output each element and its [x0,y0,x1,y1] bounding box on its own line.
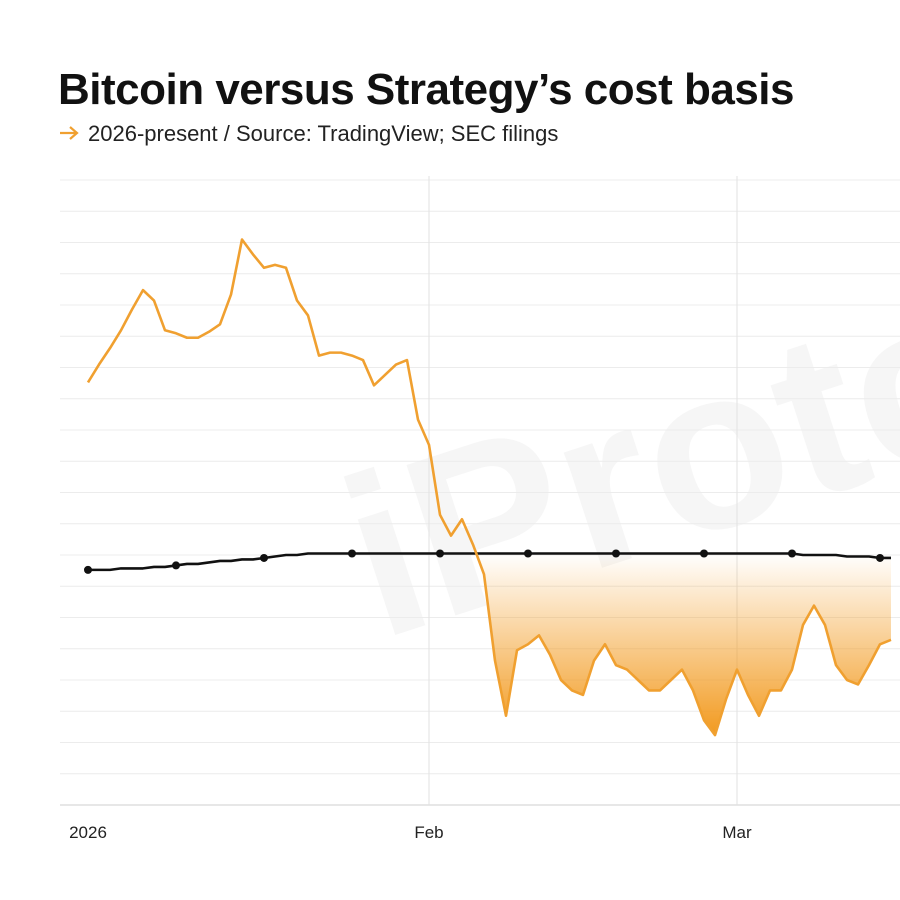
cost-basis-marker [260,553,268,562]
cost-basis-marker [524,549,532,558]
cost-basis-marker [612,549,620,558]
cost-basis-marker [876,553,884,562]
cost-basis-marker [700,549,708,558]
cost-basis-marker [172,561,180,570]
plot [84,238,892,737]
shortfall-fill [88,553,891,736]
x-tick-label: 2026 [69,823,107,842]
cost-basis-marker [348,549,356,558]
cost-basis-marker [436,549,444,558]
x-tick-label: Mar [722,823,752,842]
chart-title: Bitcoin versus Strategy’s cost basis [58,65,794,114]
cost-basis-marker [84,565,92,574]
chart-subtitle: 2026-present / Source: TradingView; SEC … [88,121,558,146]
x-tick-label: Feb [414,823,443,842]
subtitle-arrow [60,126,79,140]
bitcoin-line [86,238,892,737]
cost-basis-marker [788,549,796,558]
cost-basis-line [88,552,891,572]
grid [60,176,900,806]
